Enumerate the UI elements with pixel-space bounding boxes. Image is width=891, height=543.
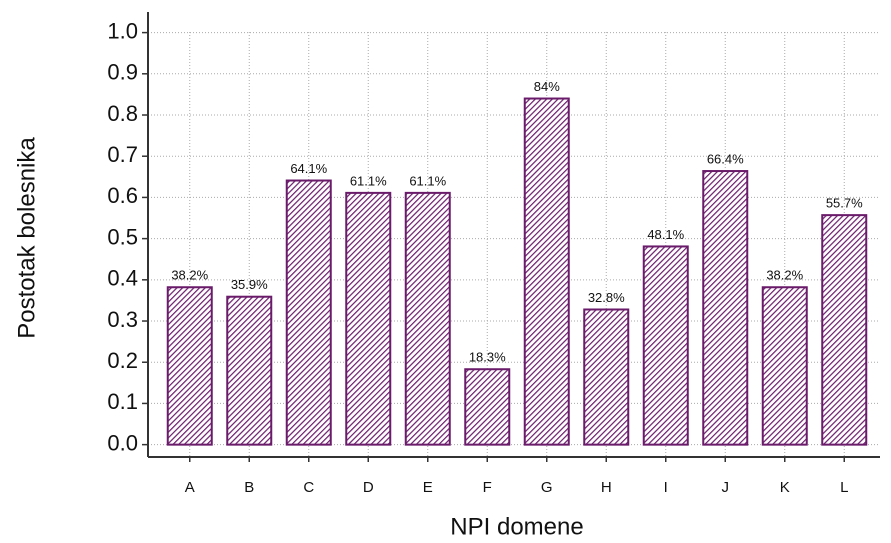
bar	[583, 308, 630, 446]
y-tick-label: 0.3	[107, 307, 138, 332]
value-label: 35.9%	[231, 277, 268, 292]
bar	[404, 191, 451, 446]
bar	[761, 286, 808, 446]
bar	[345, 191, 392, 446]
value-label: 18.3%	[469, 350, 506, 365]
x-tick-label: H	[601, 479, 612, 496]
y-axis-label: Postotak bolesnika	[13, 137, 40, 339]
x-tick-label: I	[664, 479, 668, 496]
y-tick-label: 0.8	[107, 101, 138, 126]
value-label: 64.1%	[290, 161, 327, 176]
y-tick-label: 0.1	[107, 389, 138, 414]
value-label: 48.1%	[647, 227, 684, 242]
value-label: 32.8%	[588, 290, 625, 305]
y-tick-label: 0.2	[107, 348, 138, 373]
bar	[285, 179, 332, 446]
x-tick-label: F	[483, 479, 492, 496]
y-tick-label: 1.0	[107, 18, 138, 43]
bar	[523, 97, 570, 446]
bar	[642, 245, 689, 446]
y-tick-label: 0.4	[107, 266, 138, 291]
value-label: 38.2%	[171, 268, 208, 283]
value-label: 61.1%	[350, 173, 387, 188]
value-label: 38.2%	[766, 268, 803, 283]
x-tick-label: L	[840, 479, 848, 496]
x-tick-label: E	[423, 479, 433, 496]
bar	[226, 295, 273, 446]
x-axis-label: NPI domene	[450, 513, 583, 540]
value-label: 55.7%	[826, 196, 863, 211]
x-tick-label: J	[722, 479, 730, 496]
y-tick-label: 0.5	[107, 224, 138, 249]
x-tick-label: G	[541, 479, 553, 496]
value-label: 84%	[534, 79, 560, 94]
bar	[464, 368, 511, 446]
y-tick-label: 0.6	[107, 183, 138, 208]
y-tick-label: 0.0	[107, 430, 138, 455]
value-label: 61.1%	[409, 173, 446, 188]
y-tick-label: 0.9	[107, 60, 138, 85]
x-tick-label: K	[780, 479, 790, 496]
bar	[821, 214, 868, 446]
value-label: 66.4%	[707, 151, 744, 166]
x-tick-label: A	[185, 479, 195, 496]
x-tick-label: B	[244, 479, 254, 496]
bar	[166, 286, 213, 446]
bar	[702, 170, 749, 446]
x-tick-label: C	[303, 479, 314, 496]
x-tick-label: D	[363, 479, 374, 496]
y-tick-label: 0.7	[107, 142, 138, 167]
